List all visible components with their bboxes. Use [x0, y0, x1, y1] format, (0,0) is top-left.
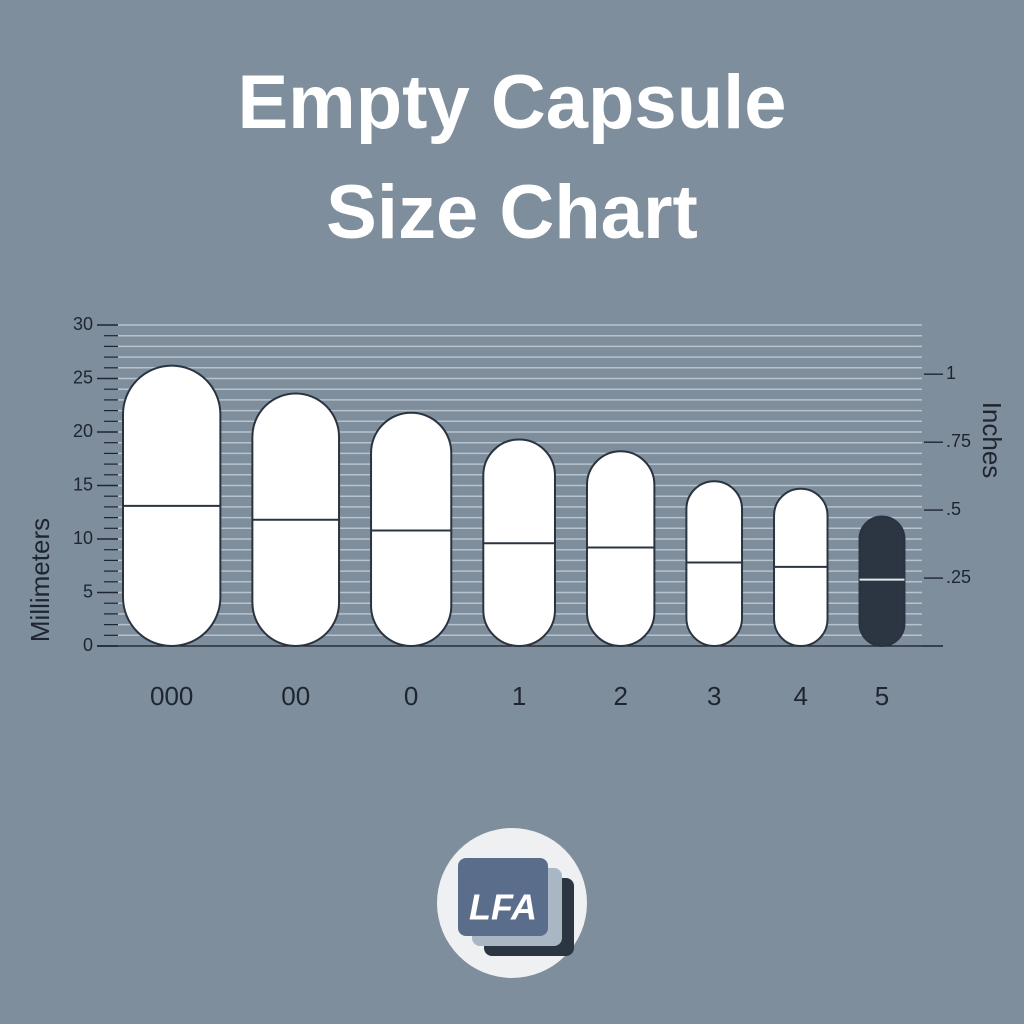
y-axis-label: Millimeters [25, 518, 55, 642]
y-tick-label: 25 [73, 367, 93, 387]
y2-tick-label: .75 [946, 431, 971, 451]
x-tick-label: 3 [707, 681, 721, 711]
y2-axis-label: Inches [977, 402, 1007, 479]
logo: LFA [437, 828, 587, 978]
x-tick-label: 0 [404, 681, 418, 711]
y-tick-label: 10 [73, 528, 93, 548]
capsule [685, 480, 744, 647]
y2-tick-label: 1 [946, 363, 956, 383]
y-tick-label: 5 [83, 581, 93, 601]
logo-card [458, 858, 548, 936]
capsule [370, 411, 453, 647]
y-tick-label: 20 [73, 421, 93, 441]
x-tick-label: 5 [875, 681, 889, 711]
chart-title: Empty Capsule Size Chart [237, 60, 787, 255]
x-tick-label: 00 [281, 681, 310, 711]
x-tick-label: 4 [794, 681, 808, 711]
x-tick-label: 2 [613, 681, 627, 711]
x-tick-label: 1 [512, 681, 526, 711]
capsule [585, 450, 656, 648]
y-tick-label: 15 [73, 474, 93, 494]
x-tick-label: 000 [150, 681, 193, 711]
y2-tick-label: .5 [946, 499, 961, 519]
y-tick-label: 0 [83, 635, 93, 655]
capsule [858, 515, 906, 648]
logo-text: LFA [469, 887, 537, 928]
y2-tick-label: .25 [946, 567, 971, 587]
y-tick-label: 30 [73, 314, 93, 334]
